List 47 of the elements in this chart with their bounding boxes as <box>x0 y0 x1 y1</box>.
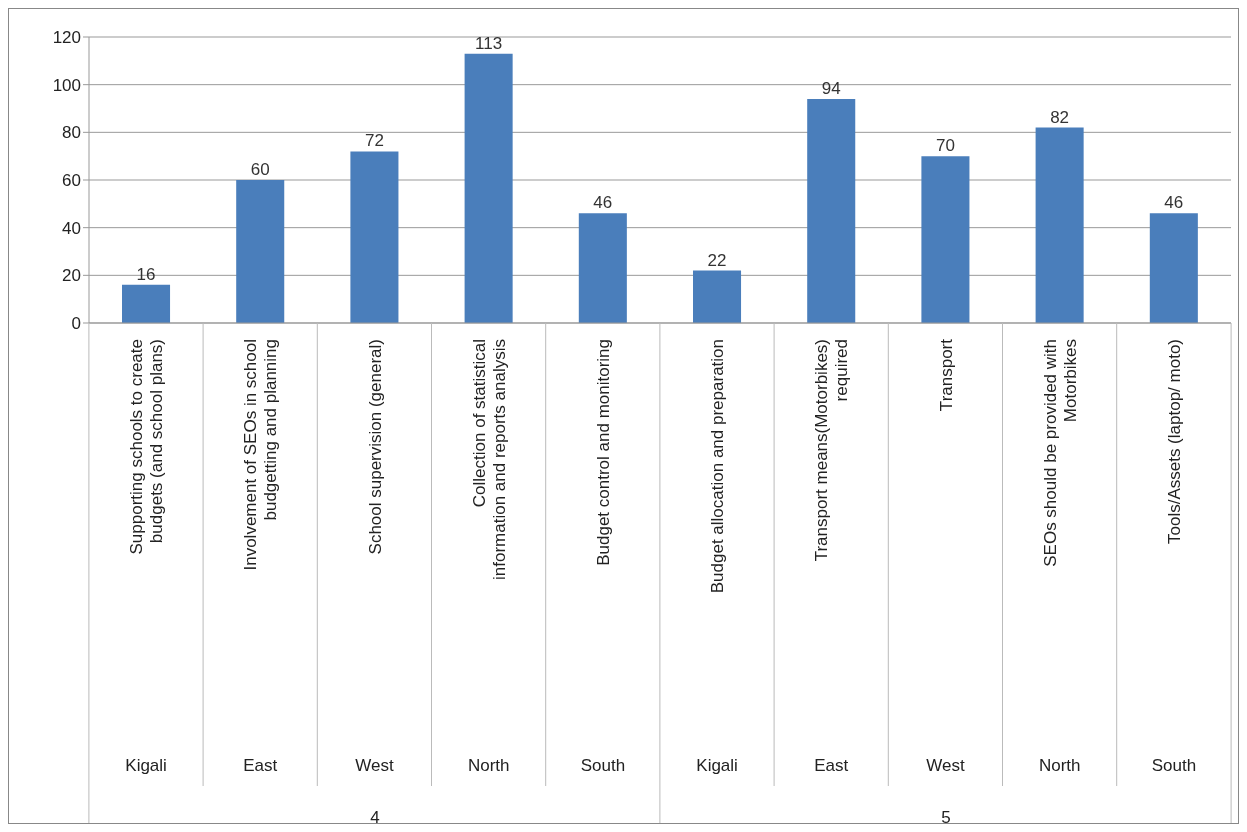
text: East <box>243 756 278 775</box>
bar <box>1035 127 1084 323</box>
x-tick-label: Transport <box>936 338 956 412</box>
y-tick-label: 60 <box>62 171 81 191</box>
x-tick-label: Transport means(Motorbikes) required <box>812 339 852 562</box>
data-label: 113 <box>475 33 503 53</box>
x-tick-label: Budget allocation and preparation <box>708 339 728 594</box>
text: North <box>1038 756 1081 775</box>
text: South <box>580 756 626 775</box>
text: Kigali <box>696 756 738 775</box>
bar <box>122 284 171 323</box>
bar <box>921 156 970 323</box>
y-tick-label: 20 <box>62 266 81 286</box>
data-label: 82 <box>1050 107 1070 127</box>
data-label: 46 <box>593 193 613 213</box>
text: East <box>814 756 849 775</box>
data-label: 94 <box>821 78 841 98</box>
x-tick-label: Budget control and monitoring <box>593 339 613 566</box>
data-label: 72 <box>364 131 384 151</box>
x-tick-label: Supporting schools to create budgets (and school plans) <box>127 339 167 555</box>
data-label: 70 <box>935 136 955 156</box>
text: North <box>467 756 510 775</box>
text: 5 <box>941 808 951 827</box>
y-tick-label: 120 <box>52 28 81 48</box>
text: Kigali <box>125 756 167 775</box>
y-tick-label: 40 <box>62 218 81 238</box>
y-tick-label: 0 <box>71 314 81 334</box>
bar <box>693 270 742 323</box>
x-tick-label: Tools/Assets (laptop/ moto) <box>1164 339 1184 545</box>
text: West <box>926 756 965 775</box>
x-tick-label: SEOs should be provided with Motorbikes <box>1040 339 1080 567</box>
bar <box>350 151 399 323</box>
y-tick-label: 80 <box>62 123 81 143</box>
bar <box>807 98 856 323</box>
data-label: 22 <box>707 250 727 270</box>
text: West <box>355 756 394 775</box>
text: South <box>1151 756 1197 775</box>
data-label: 46 <box>1164 193 1184 213</box>
bar <box>236 180 285 323</box>
bar <box>464 53 513 323</box>
data-label: 60 <box>250 160 270 179</box>
data-label: 16 <box>136 264 156 284</box>
bar <box>1149 213 1198 323</box>
x-tick-label: School supervision (general) <box>365 339 385 555</box>
text: 4 <box>370 808 380 827</box>
bar <box>578 213 627 323</box>
y-tick-label: 100 <box>52 75 81 95</box>
